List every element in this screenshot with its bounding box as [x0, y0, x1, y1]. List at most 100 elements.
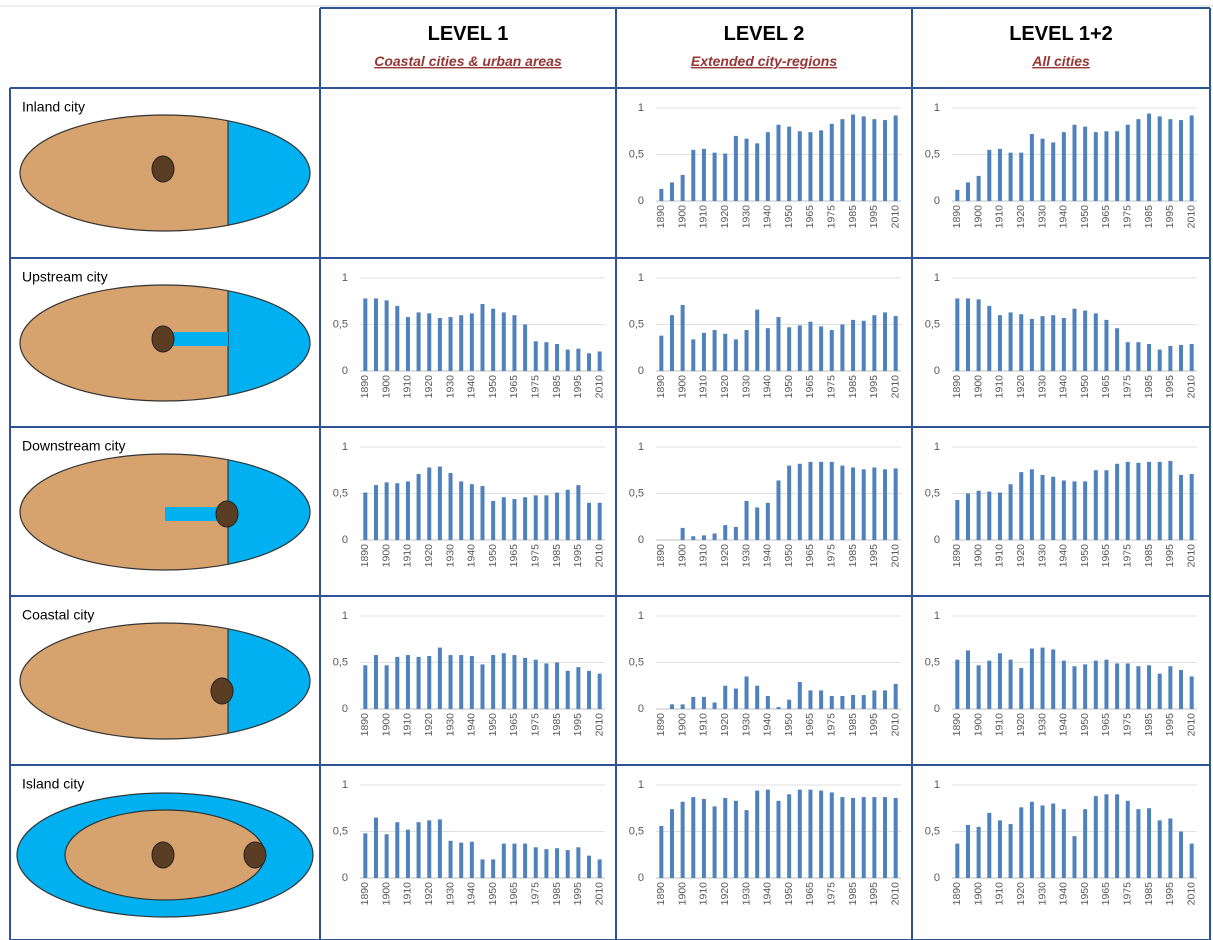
x-tick-label: 1900	[676, 713, 688, 737]
bar	[659, 188, 664, 201]
bar	[544, 495, 549, 540]
bar	[1093, 132, 1098, 201]
bar	[1061, 132, 1066, 201]
bar	[1115, 463, 1120, 540]
x-tick-label: 1940	[762, 882, 774, 906]
y-tick-label: 0,5	[333, 656, 348, 668]
y-tick-label: 1	[934, 272, 940, 284]
x-tick-label: 2010	[1185, 713, 1197, 737]
bar	[501, 843, 506, 878]
bar	[1072, 666, 1077, 709]
bar	[416, 473, 421, 540]
bar	[819, 130, 824, 201]
x-tick-label: 1995	[868, 205, 880, 229]
bar	[701, 798, 706, 878]
x-tick-label: 1910	[994, 713, 1006, 737]
x-tick-label: 1995	[572, 375, 584, 399]
bar	[851, 319, 856, 371]
bar	[965, 824, 970, 878]
bar	[765, 789, 770, 878]
y-tick-label: 0	[342, 365, 348, 377]
x-tick-label: 1890	[359, 713, 371, 737]
bar	[776, 480, 781, 540]
y-tick-label: 1	[934, 441, 940, 453]
bar	[1189, 676, 1194, 709]
x-tick-label: 1890	[359, 882, 371, 906]
bar	[565, 670, 570, 709]
bar	[965, 493, 970, 540]
x-tick-label: 1910	[698, 713, 710, 737]
x-tick-label: 1985	[847, 375, 859, 399]
y-tick-label: 0,5	[333, 825, 348, 837]
bar	[459, 315, 464, 371]
bar	[669, 809, 674, 878]
bar	[797, 131, 802, 201]
bar	[744, 810, 749, 878]
column-subtitle: Coastal cities & urban areas	[374, 53, 562, 69]
bar	[787, 126, 792, 201]
y-tick-label: 0	[638, 195, 644, 207]
y-tick-label: 1	[342, 610, 348, 622]
bar	[437, 317, 442, 371]
bar	[1179, 344, 1184, 371]
bar	[587, 855, 592, 878]
bar	[395, 305, 400, 371]
bar	[712, 806, 717, 878]
x-tick-label: 1920	[719, 544, 731, 568]
outline	[19, 284, 311, 402]
x-tick-label: 1920	[1015, 375, 1027, 399]
bar	[448, 655, 453, 709]
x-tick-label: 1890	[655, 205, 667, 229]
x-tick-label: 1950	[783, 375, 795, 399]
bar	[512, 843, 517, 878]
bar	[1093, 313, 1098, 371]
bar	[565, 850, 570, 878]
x-tick-label: 1940	[1058, 882, 1070, 906]
bar	[1104, 794, 1109, 878]
bar	[437, 647, 442, 709]
bar	[1125, 342, 1130, 371]
x-tick-label: 2010	[593, 375, 605, 399]
bar	[405, 829, 410, 878]
bar	[797, 682, 802, 709]
bar	[851, 695, 856, 709]
x-tick-label: 1965	[508, 375, 520, 399]
river	[168, 332, 228, 346]
bar	[765, 132, 770, 201]
x-tick-label: 1930	[444, 375, 456, 399]
x-tick-label: 1950	[487, 882, 499, 906]
bar	[1157, 116, 1162, 201]
bar	[1051, 649, 1056, 709]
bar	[523, 324, 528, 371]
bar	[1157, 820, 1162, 878]
bar	[861, 695, 866, 709]
bar	[701, 535, 706, 540]
y-tick-label: 1	[342, 272, 348, 284]
city	[243, 841, 267, 869]
bar	[840, 465, 845, 540]
bar	[459, 842, 464, 878]
bar	[1168, 119, 1173, 201]
x-tick-label: 1995	[1164, 205, 1176, 229]
x-tick-label: 1985	[1143, 375, 1155, 399]
x-tick-label: 1910	[994, 882, 1006, 906]
y-tick-label: 0	[638, 872, 644, 884]
bar	[373, 655, 378, 709]
bar	[808, 690, 813, 709]
x-tick-label: 1890	[655, 375, 667, 399]
bar	[1136, 666, 1141, 709]
bar	[776, 800, 781, 878]
y-tick-label: 0,5	[925, 318, 940, 330]
x-tick-label: 1965	[1100, 205, 1112, 229]
bar	[384, 834, 389, 878]
bar	[1019, 807, 1024, 878]
x-tick-label: 1930	[444, 882, 456, 906]
bar	[733, 526, 738, 540]
x-tick-label: 1950	[487, 713, 499, 737]
bar	[733, 688, 738, 709]
bar	[755, 685, 760, 709]
bar	[787, 327, 792, 371]
bar	[797, 789, 802, 878]
y-tick-label: 0,5	[333, 487, 348, 499]
bar	[363, 665, 368, 709]
